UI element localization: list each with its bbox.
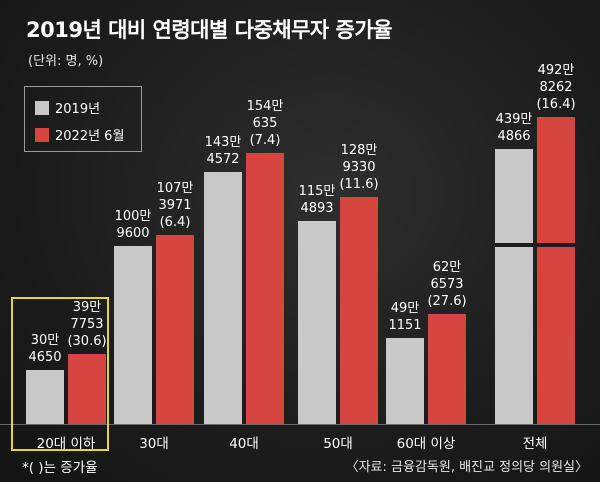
legend-swatch-2022	[35, 127, 49, 142]
data-label-line: 4866	[497, 129, 531, 144]
data-label-line: (7.4)	[249, 132, 281, 148]
data-label-line: 9600	[116, 226, 150, 242]
highlight-box	[11, 297, 109, 451]
bar-2019-4	[386, 337, 424, 424]
data-label-line: 3971	[158, 197, 192, 213]
x-axis-baseline	[0, 424, 600, 425]
data-label-line: 4650	[28, 350, 62, 366]
bar-2022-2	[246, 152, 284, 424]
data-label-2022-5: 492만 8262 (16.4)	[529, 62, 583, 113]
axis-break-mark	[537, 243, 575, 247]
bar-2019-3	[298, 220, 336, 424]
data-label-line: 4893	[300, 200, 334, 216]
data-label-line: 107만	[156, 180, 194, 196]
data-label-line: 154만	[246, 98, 284, 114]
data-label-line: 143만	[204, 134, 242, 150]
data-label-2022-1: 107만 3971 (6.4)	[148, 180, 202, 231]
category-label-4: 60대 이상	[396, 436, 456, 452]
bar-2019-0	[26, 370, 64, 424]
data-label-line: (27.6)	[427, 293, 467, 309]
legend-item-2019: 2019년	[35, 98, 100, 117]
data-label-2022-2: 154만 635 (7.4)	[238, 98, 292, 149]
data-label-line: 9330	[342, 160, 376, 176]
category-label-5: 전체	[522, 436, 548, 452]
data-label-line: 39만	[72, 299, 102, 315]
legend-label-2019: 2019년	[55, 102, 101, 117]
legend: 2019년 2022년 6월	[24, 86, 142, 152]
data-label-2019-2: 143만 4572	[196, 134, 250, 168]
data-label-line: 492만	[537, 63, 575, 78]
data-label-line: 49만	[390, 300, 420, 316]
legend-label-2022: 2022년 6월	[55, 129, 125, 144]
data-label-2019-3: 115만 4893	[290, 183, 344, 217]
data-label-2019-1: 100만 9600	[106, 208, 160, 242]
data-label-line: 128만	[340, 143, 378, 159]
data-label-2019-0: 30만 4650	[18, 332, 72, 366]
data-label-line: 6573	[430, 276, 464, 292]
data-label-2022-0: 39만 7753 (30.6)	[60, 299, 114, 350]
chart-title: 2019년 대비 연령대별 다중채무자 증가율	[26, 18, 393, 42]
category-label-1: 30대	[139, 436, 169, 452]
bar-2022-3	[340, 197, 378, 424]
bar-2022-0	[68, 353, 106, 424]
source-note: 〈자료: 금융감독원, 배진교 정의당 의원실〉	[345, 460, 588, 475]
data-label-2019-4: 49만 1151	[378, 300, 432, 334]
bar-2022-4	[428, 313, 466, 424]
bar-2022-1	[156, 234, 194, 424]
bar-2019-5	[495, 149, 533, 424]
bar-2022-5	[537, 117, 575, 424]
data-label-line: (11.6)	[339, 177, 379, 193]
category-label-3: 50대	[323, 436, 353, 452]
data-label-line: 115만	[298, 183, 336, 199]
bar-2019-2	[204, 171, 242, 424]
axis-break-mark	[495, 243, 533, 247]
data-label-line: 7753	[70, 316, 104, 332]
data-label-line: 4572	[206, 151, 240, 167]
legend-swatch-2019	[35, 100, 49, 115]
unit-label: (단위: 명, %)	[28, 54, 104, 69]
data-label-line: 635	[252, 115, 278, 131]
data-label-line: (16.4)	[536, 97, 576, 112]
data-label-line: (30.6)	[67, 333, 107, 349]
data-label-line: 100만	[114, 209, 152, 225]
data-label-2022-4: 62만 6573 (27.6)	[420, 259, 474, 310]
data-label-2019-5: 439만 4866	[487, 111, 541, 145]
category-label-2: 40대	[229, 436, 259, 452]
data-label-line: 8262	[539, 80, 573, 95]
category-label-0: 20대 이하	[36, 436, 96, 452]
data-label-line: (6.4)	[159, 214, 191, 230]
legend-item-2022: 2022년 6월	[35, 125, 124, 144]
data-label-line: 439만	[495, 112, 533, 127]
data-label-line: 30만	[30, 333, 60, 349]
data-label-line: 1151	[388, 317, 422, 333]
data-label-2022-3: 128만 9330 (11.6)	[332, 142, 386, 193]
data-label-line: 62만	[432, 259, 462, 275]
bar-2019-1	[114, 246, 152, 424]
footnote: *( )는 증가율	[22, 460, 98, 476]
